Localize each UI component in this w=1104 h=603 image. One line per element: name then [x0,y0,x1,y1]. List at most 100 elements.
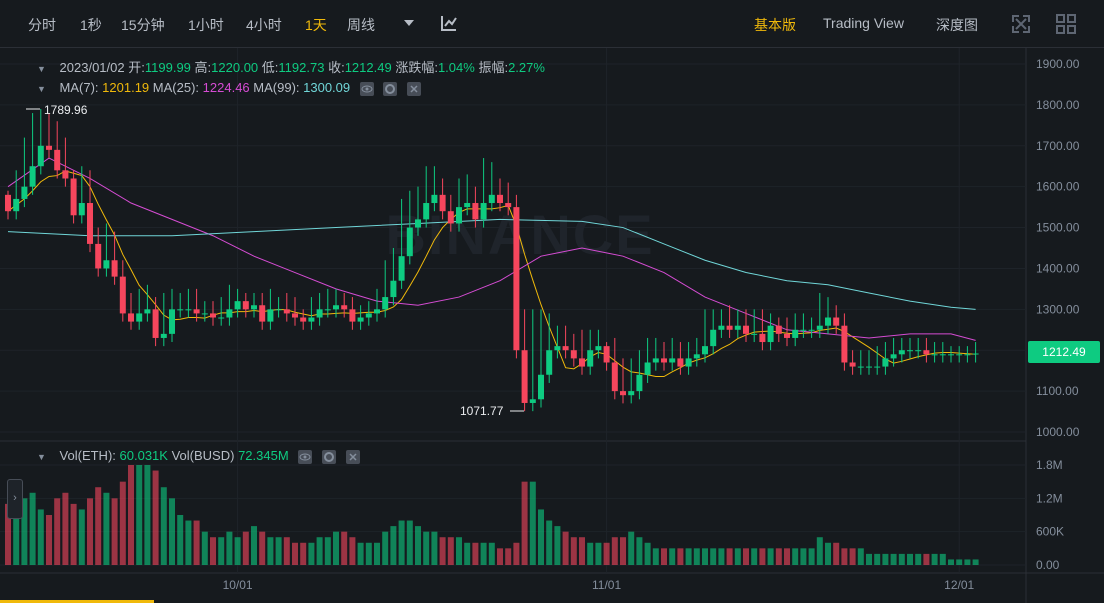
settings-gear-icon[interactable] [383,81,398,96]
volume-bar [636,537,643,565]
scroll-indicator[interactable] [0,600,154,603]
candle-body [185,309,192,311]
volume-bar [316,537,323,565]
expand-panel-handle[interactable]: › [7,479,23,519]
volume-bar [259,531,266,565]
candle-body [13,198,20,212]
candle-body [447,211,454,224]
candle-body [365,313,372,318]
view-basic[interactable]: 基本版 [754,17,796,33]
volume-bar [415,526,421,565]
timeframe-15m[interactable]: 15分钟 [121,17,165,33]
layout-grid-icon[interactable] [1056,14,1076,39]
candle-body [431,194,438,204]
volume-bar [595,542,602,565]
candle-body [964,354,971,356]
timeframe-1s[interactable]: 1秒 [80,17,102,33]
collapse-caret-icon[interactable]: ▼ [37,451,46,462]
candle-body [521,350,528,403]
volume-bar [669,548,676,565]
volume-legend: ▼ Vol(ETH): 60.031K Vol(BUSD) 72.345M [37,448,360,464]
candle-body [292,313,298,318]
change-label: 涨跌幅: [395,60,438,75]
volume-bar [54,498,61,565]
volume-bar [956,559,963,565]
timeframe-1h[interactable]: 1小时 [188,17,224,33]
volume-bar [726,548,733,565]
candle-body [956,354,963,356]
volume-bar [734,548,741,565]
view-tradingview[interactable]: Trading View [823,15,904,31]
volume-tick-label: 1.8M [1036,458,1063,472]
volume-bar [939,553,946,565]
eye-icon[interactable] [359,81,374,96]
volume-bar [866,553,872,565]
candle-body [587,350,594,367]
volume-bar [87,498,93,565]
volume-bar [948,559,954,565]
candle-body [513,207,520,351]
volume-bar [775,548,782,565]
candlestick-chart[interactable]: BINANCE 1900.001800.001700.001600.001500… [0,48,1104,603]
candle-body [29,166,36,187]
volume-bar [488,542,495,565]
volume-bar [447,537,454,565]
candle-body [866,366,872,368]
volume-bar [21,498,28,565]
eye-icon[interactable] [298,449,313,464]
candle-body [218,317,225,319]
indicator-icon[interactable] [440,14,458,37]
volume-bar [275,537,282,565]
timeframe-1d[interactable]: 1天 [305,17,327,33]
close-icon[interactable] [345,449,360,464]
vol-eth-value: 60.031K [119,448,168,463]
candle-body [349,309,356,322]
volume-bar [825,542,831,565]
ma-legend: ▼ MA(7): 1201.19 MA(25): 1224.46 MA(99):… [37,80,422,96]
close-icon[interactable] [407,81,422,96]
volume-bar [759,548,766,565]
timeframe-4h[interactable]: 4小时 [246,17,282,33]
candle-body [95,243,102,269]
candle-body [46,145,52,150]
candle-body [857,366,864,368]
candle-body [78,203,85,216]
candle-body [775,325,782,334]
candle-body [374,309,380,314]
candle-body [554,346,561,351]
candle-body [948,354,954,356]
timeframe-fenshi[interactable]: 分时 [28,17,56,33]
ohlc-legend: ▼ 2023/01/02 开:1199.99 高:1220.00 低:1192.… [37,57,545,76]
volume-bar [677,548,684,565]
candle-body [743,325,749,334]
volume-bar [119,481,126,565]
candle-body [275,309,282,311]
collapse-caret-icon[interactable]: ▼ [37,83,46,94]
candle-body [160,333,167,338]
time-tick-label: 10/01 [223,578,253,592]
volume-bar [497,548,503,565]
view-depth[interactable]: 深度图 [936,17,978,33]
ma99-value: 1300.09 [303,80,351,95]
volume-bar [923,553,930,565]
candle-body [915,350,922,352]
volume-bar [603,542,610,565]
price-tick-label: 1300.00 [1036,302,1080,316]
volume-tick-label: 600K [1036,525,1064,539]
ma99-line [7,218,976,310]
collapse-caret-icon[interactable]: ▼ [37,63,46,74]
volume-bar [792,548,799,565]
volume-bar [341,531,348,565]
more-timeframes-dropdown-icon[interactable] [403,16,415,34]
volume-bar [718,548,725,565]
settings-gear-icon[interactable] [321,449,336,464]
time-tick-label: 12/01 [944,578,974,592]
volume-bar [628,531,635,565]
fullscreen-icon[interactable] [1011,14,1031,39]
timeframe-weekly[interactable]: 周线 [347,17,375,33]
candle-body [193,309,200,314]
candle-body [529,399,536,403]
high-value: 1220.00 [211,60,259,75]
candle-body [816,325,823,330]
candle-body [685,358,692,367]
